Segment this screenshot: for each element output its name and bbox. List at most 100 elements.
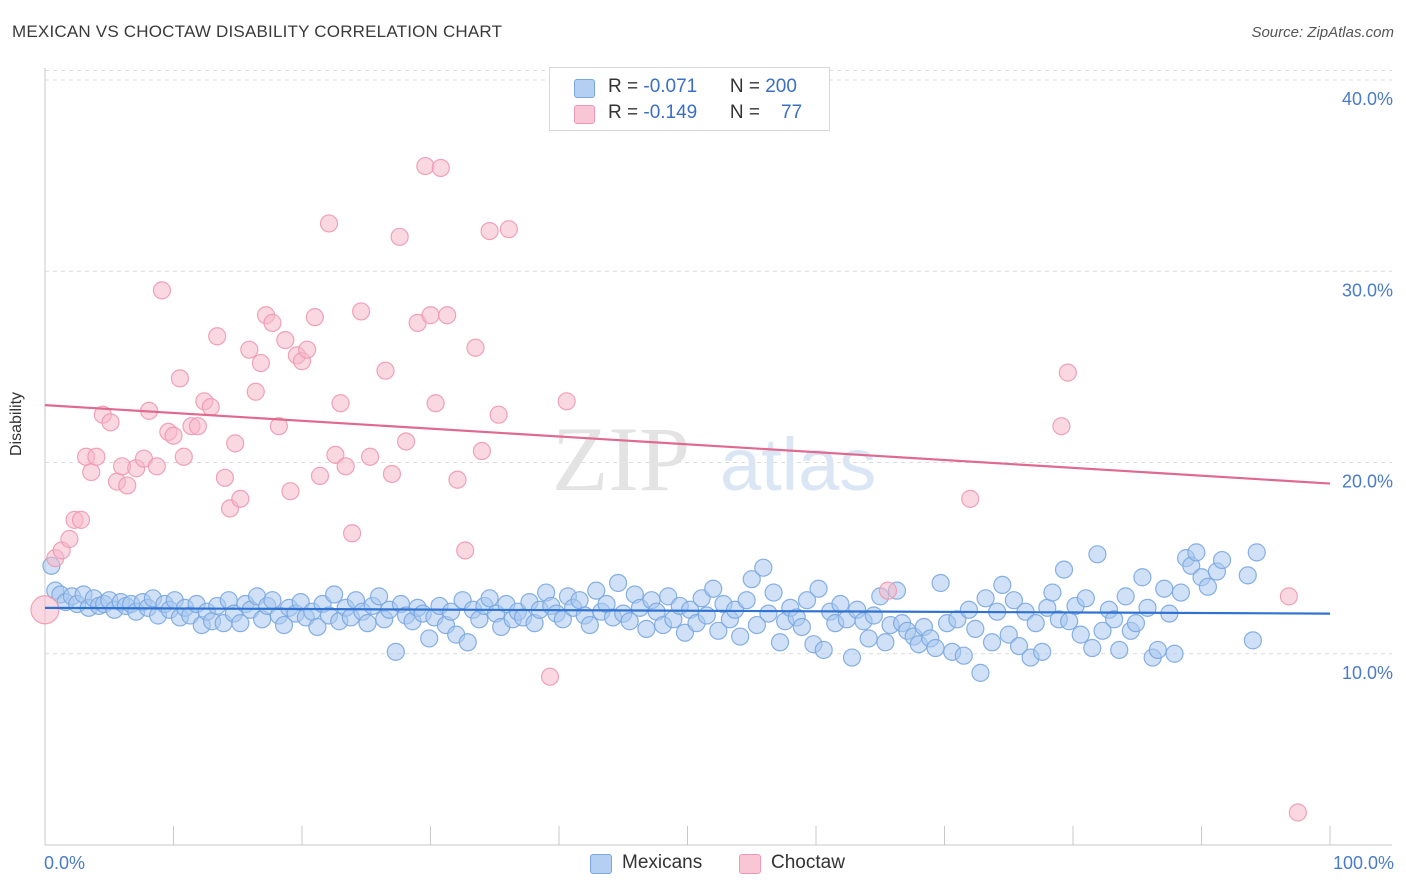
- mexicans-point: [1212, 550, 1232, 570]
- mexicans-point: [325, 585, 344, 604]
- legend-n-label: N =: [729, 76, 766, 97]
- watermark-atlas: atlas: [720, 423, 876, 506]
- choctaw-point: [246, 382, 265, 401]
- choctaw-point: [240, 340, 259, 359]
- bottom-legend-swatch-choctaw: [739, 854, 761, 874]
- mexicans-point: [971, 663, 990, 682]
- choctaw-point: [87, 447, 106, 466]
- choctaw-point: [448, 470, 467, 489]
- choctaw-point: [331, 394, 350, 413]
- choctaw-point: [319, 214, 339, 233]
- mexicans-point: [747, 615, 766, 635]
- choctaw-point: [878, 581, 898, 600]
- mexicans-point: [1126, 614, 1146, 633]
- mexicans-point: [966, 619, 985, 638]
- mexicans-point: [358, 614, 377, 633]
- choctaw-point: [343, 524, 362, 543]
- choctaw-point: [164, 426, 183, 445]
- mexicans-point: [842, 648, 862, 667]
- mexicans-point: [792, 617, 811, 637]
- watermark: ZIP atlas: [552, 408, 876, 510]
- choctaw-point: [480, 221, 499, 241]
- choctaw-point: [101, 413, 120, 432]
- mexicans-point: [764, 583, 783, 602]
- choctaw-point: [208, 327, 227, 346]
- mexicans-point: [931, 573, 950, 593]
- choctaw-point: [390, 227, 409, 246]
- mexicans-point: [637, 619, 656, 638]
- choctaw-point: [336, 457, 355, 476]
- choctaw-point: [251, 353, 270, 373]
- choctaw-point: [118, 476, 137, 495]
- y-tick-label: 40.0%: [1342, 89, 1393, 109]
- mexicans-point: [704, 579, 723, 598]
- x-tick-label-max: 100.0%: [1332, 853, 1394, 873]
- choctaw-point: [416, 156, 435, 176]
- legend-swatch-mexicans: [574, 79, 595, 98]
- choctaw-point: [82, 462, 101, 482]
- mexicans-trend-line: [44, 606, 1331, 615]
- mexicans-point: [1026, 614, 1045, 633]
- choctaw-point: [174, 447, 193, 466]
- mexicans-point: [1071, 625, 1090, 644]
- mexicans-point: [754, 558, 773, 577]
- choctaw-point: [376, 361, 395, 380]
- bottom-legend-label-mexicans: Mexicans: [622, 852, 703, 873]
- choctaw-point: [1058, 363, 1077, 382]
- mexicans-point: [982, 633, 1002, 652]
- y-tick-label: 30.0%: [1342, 280, 1393, 300]
- mexicans-point: [1133, 568, 1152, 587]
- mexicans-point: [742, 570, 761, 589]
- mexicans-point: [697, 606, 716, 625]
- choctaw-point: [201, 397, 220, 417]
- mexicans-point: [1004, 591, 1023, 610]
- choctaw-point: [466, 338, 485, 357]
- legend-n-value-mexicans: 200: [765, 76, 797, 97]
- choctaw-point: [298, 340, 317, 359]
- mexicans-point: [441, 602, 461, 621]
- choctaw-point: [30, 595, 60, 625]
- mexicans-point: [1238, 566, 1257, 585]
- choctaw-point: [71, 510, 91, 529]
- choctaw-point: [961, 489, 980, 508]
- bottom-legend-label-choctaw: Choctaw: [771, 852, 845, 873]
- mexicans-point: [999, 625, 1018, 644]
- choctaw-point: [226, 434, 245, 453]
- mexicans-point: [737, 591, 756, 610]
- mexicans-point: [926, 638, 945, 658]
- mexicans-point: [1076, 589, 1095, 608]
- mexicans-point: [1171, 583, 1191, 602]
- choctaw-point: [188, 417, 208, 436]
- mexicans-point: [274, 615, 294, 635]
- legend-r-label: R =: [608, 102, 644, 123]
- choctaw-point: [305, 308, 324, 327]
- choctaw-point: [269, 417, 288, 436]
- choctaw-points: [30, 156, 1307, 822]
- x-tick-label-min: 0.0%: [44, 853, 86, 873]
- axes: [44, 68, 1392, 846]
- legend-swatch-choctaw: [574, 105, 595, 124]
- mexicans-point: [1110, 640, 1129, 660]
- y-tick-label: 10.0%: [1342, 663, 1393, 683]
- mexicans-point: [1043, 583, 1062, 602]
- mexicans-point: [1054, 560, 1074, 579]
- mexicans-point: [797, 591, 817, 610]
- mexicans-point: [1187, 543, 1206, 562]
- mexicans-point: [976, 589, 995, 608]
- mexicans-point: [263, 591, 282, 610]
- y-tick-label: 20.0%: [1342, 472, 1393, 492]
- mexicans-point: [770, 633, 790, 652]
- mexicans-point: [759, 604, 778, 623]
- mexicans-point: [859, 629, 878, 648]
- choctaw-point: [540, 667, 560, 686]
- mexicans-point: [620, 612, 639, 631]
- mexicans-point: [1148, 640, 1167, 660]
- y-tick-labels: 10.0% 20.0% 30.0% 40.0%: [1342, 89, 1393, 683]
- mexicans-point: [420, 629, 439, 648]
- mexicans-point: [1033, 642, 1052, 661]
- choctaw-point: [426, 394, 445, 413]
- choctaw-point: [361, 447, 380, 466]
- mexicans-point: [1116, 587, 1135, 606]
- mexicans-point: [1009, 636, 1029, 656]
